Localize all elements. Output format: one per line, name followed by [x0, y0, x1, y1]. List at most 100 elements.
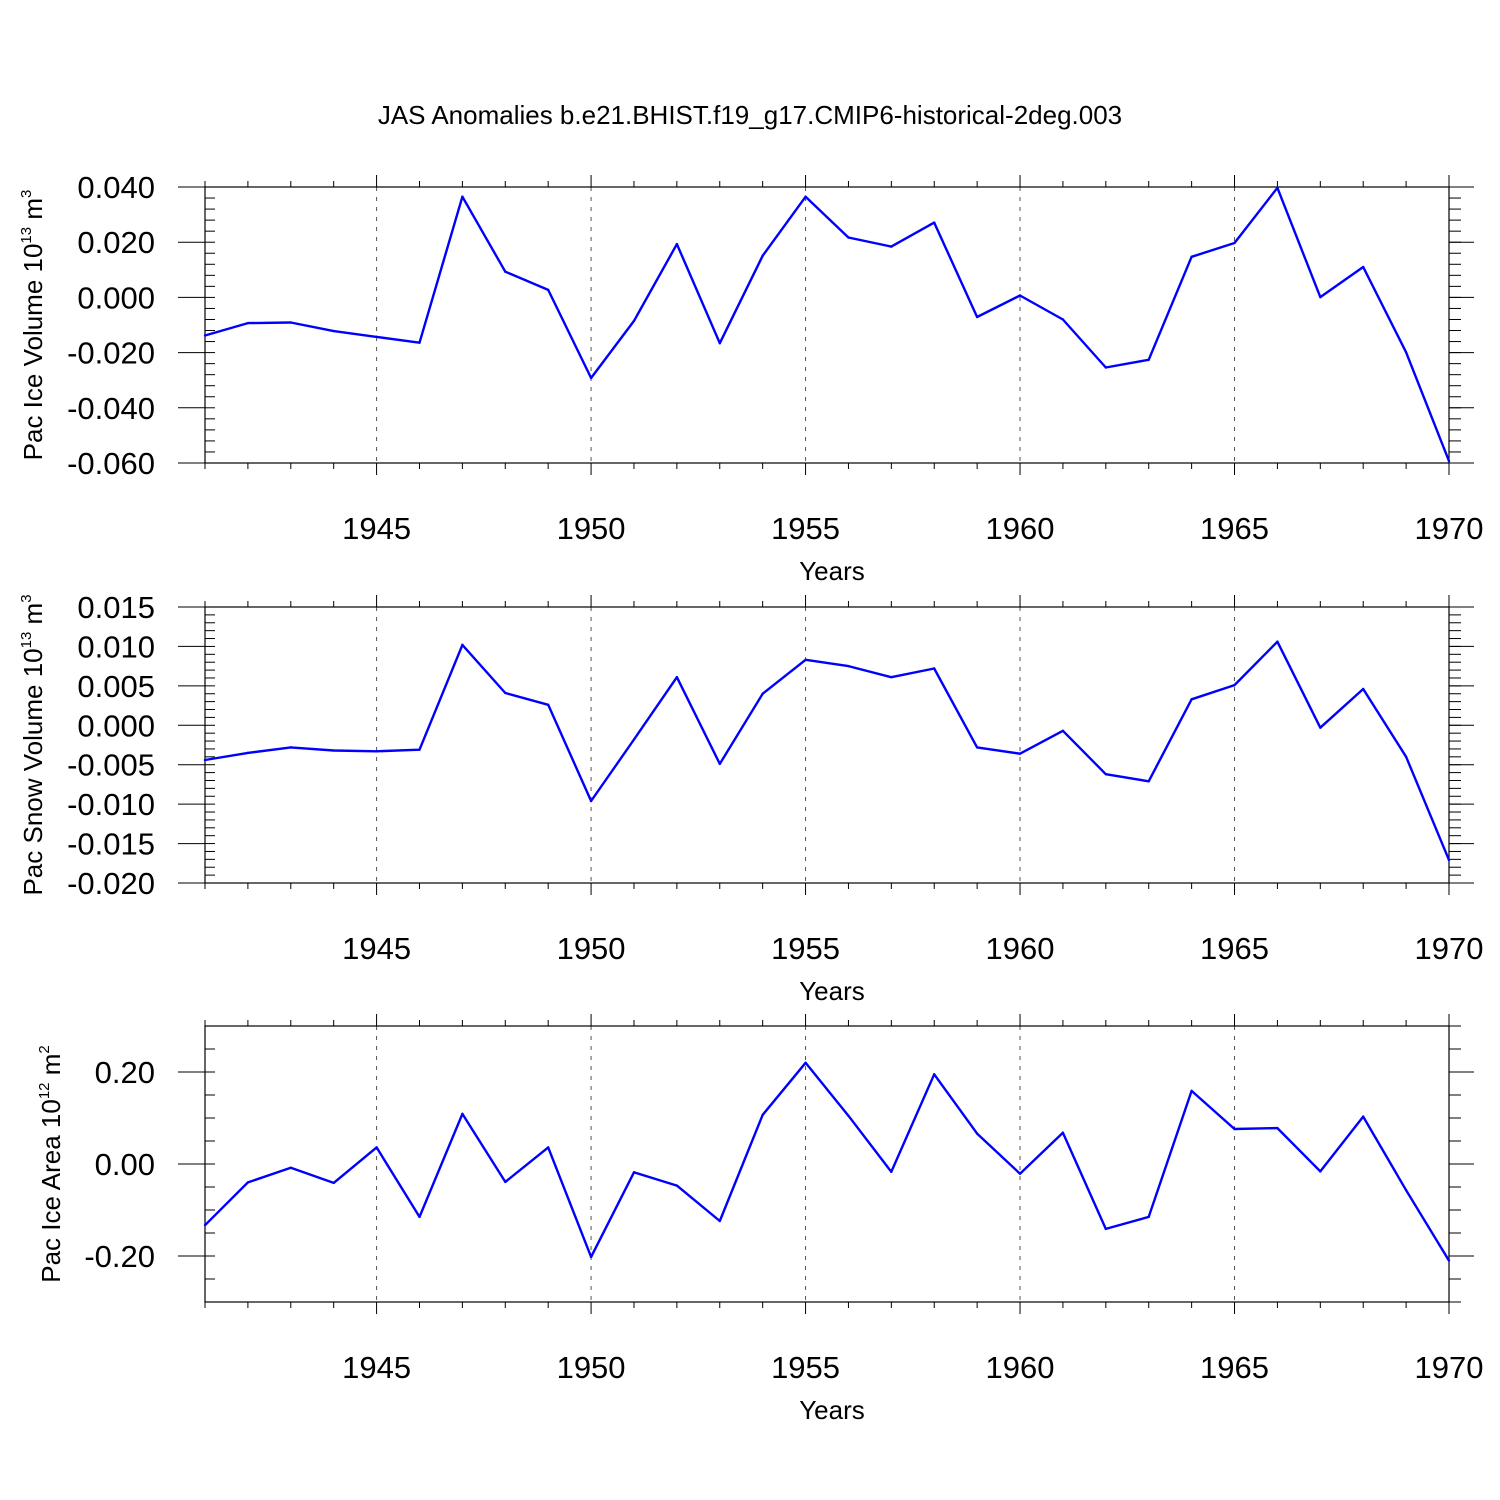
- plot-frame: [204, 186, 1450, 464]
- data-point: [375, 750, 378, 753]
- y-axis-label-unit-base: 10: [18, 244, 48, 273]
- y-axis-label: Pac Ice Area 1012 m2: [36, 1045, 66, 1283]
- data-point: [847, 1114, 850, 1117]
- panel-3: 1945 1950 1955 1960 1965 1970 Years -0.20 0.00 0.…: [36, 1014, 1483, 1425]
- y-axis-label-unit-tail: m: [36, 1054, 66, 1083]
- data-point: [804, 658, 807, 662]
- x-tick-label: 1970: [1415, 931, 1484, 966]
- data-point: [504, 691, 507, 695]
- data-point: [1319, 726, 1322, 729]
- y-tick-label: -0.060: [67, 446, 155, 481]
- y-tick-label: 0.010: [77, 629, 155, 664]
- data-point: [1404, 755, 1408, 759]
- data-point: [589, 1255, 593, 1259]
- data-point: [975, 1132, 979, 1135]
- data-point: [1276, 640, 1279, 643]
- data-point: [632, 319, 636, 323]
- data-point: [1319, 1170, 1322, 1173]
- data-point: [418, 341, 421, 344]
- data-point: [804, 1061, 807, 1065]
- data-point: [246, 321, 250, 325]
- panels: 1945 1950 1955 1960 1965 1970 Years -0.060 -0.04…: [18, 170, 1483, 1425]
- y-axis-label-name: Pac Ice Area: [36, 1135, 66, 1283]
- x-tick-label: 1945: [342, 931, 411, 966]
- data-point: [1276, 1126, 1279, 1130]
- y-tick-label: 0.005: [77, 669, 155, 704]
- y-axis-label-space: [18, 677, 48, 684]
- y-axis-label-unit-tail-exp: 3: [18, 594, 35, 602]
- data-point: [546, 703, 550, 706]
- panel-1: 1945 1950 1955 1960 1965 1970 Years -0.060 -0.04…: [18, 170, 1483, 586]
- y-axis-label-space: [18, 272, 48, 279]
- y-tick-label: 0.000: [77, 708, 155, 743]
- y-tick-label: 0.00: [95, 1147, 155, 1182]
- x-tick-label: 1945: [342, 511, 411, 546]
- data-point: [1319, 295, 1322, 299]
- y-axis-label-unit-exp: 12: [36, 1082, 53, 1099]
- data-point: [246, 751, 250, 755]
- data-point: [847, 236, 850, 239]
- data-point: [933, 221, 936, 224]
- data-point: [1447, 858, 1451, 862]
- data-point: [1147, 358, 1150, 361]
- data-point: [1147, 1215, 1150, 1219]
- x-tick-label: 1960: [986, 931, 1055, 966]
- y-axis-label-unit-tail: m: [18, 198, 48, 227]
- x-axis-label: Years: [799, 976, 865, 1006]
- data-point: [375, 335, 378, 339]
- data-point: [1362, 687, 1365, 691]
- data-point: [1190, 1089, 1193, 1093]
- data-point: [675, 1184, 679, 1187]
- series-points-1: [203, 186, 1451, 463]
- data-point: [375, 1146, 378, 1149]
- y-tick-label: -0.020: [67, 866, 155, 901]
- y-axis-label-unit-tail-exp: 3: [18, 190, 35, 198]
- y-axis-label-unit-base: 10: [36, 1099, 66, 1128]
- plot-frame: [204, 606, 1450, 884]
- data-point: [1233, 683, 1236, 687]
- x-axis-label: Years: [799, 1395, 865, 1425]
- data-point: [975, 746, 979, 749]
- data-point: [246, 1181, 250, 1184]
- y-tick-label: 0.015: [77, 590, 155, 625]
- data-point: [1276, 186, 1279, 190]
- data-point: [890, 1170, 893, 1174]
- data-point: [761, 692, 764, 695]
- y-tick-label: 0.000: [77, 280, 155, 315]
- y-tick-label: -0.005: [67, 748, 155, 783]
- data-point: [289, 746, 292, 749]
- data-point: [933, 667, 936, 670]
- y-axis-label-space: [36, 1128, 66, 1135]
- data-point: [461, 1112, 464, 1116]
- y-tick-label: 0.040: [77, 170, 155, 205]
- x-tick-label: 1945: [342, 1350, 411, 1385]
- y-axis-label-unit-tail: m: [18, 603, 48, 632]
- data-point: [718, 1219, 721, 1223]
- data-point: [890, 245, 893, 248]
- panel-2: 1945 1950 1955 1960 1965 1970 Years -0.020 -0.01…: [18, 590, 1483, 1006]
- data-point: [718, 342, 721, 345]
- data-point: [890, 675, 893, 679]
- series-line-3: [204, 1061, 1451, 1262]
- series-line-1: [204, 186, 1451, 462]
- data-point: [546, 288, 550, 292]
- x-tick-label: 1970: [1415, 1350, 1484, 1385]
- data-point: [761, 1113, 764, 1116]
- data-point: [1404, 351, 1408, 354]
- data-point: [418, 1215, 421, 1219]
- y-tick-label: -0.020: [67, 336, 155, 371]
- data-point: [1061, 1131, 1065, 1134]
- data-point: [1018, 752, 1022, 755]
- data-point: [1447, 1259, 1451, 1262]
- data-point: [461, 195, 464, 198]
- data-point: [203, 1223, 207, 1227]
- data-point: [332, 749, 335, 752]
- data-point: [632, 1171, 636, 1174]
- series-points-2: [203, 640, 1451, 862]
- y-axis-label: Pac Snow Volume 1013 m3: [18, 594, 48, 895]
- data-point: [1404, 1189, 1408, 1192]
- data-point: [632, 738, 636, 741]
- x-tick-label: 1965: [1200, 511, 1269, 546]
- data-point: [332, 1181, 335, 1185]
